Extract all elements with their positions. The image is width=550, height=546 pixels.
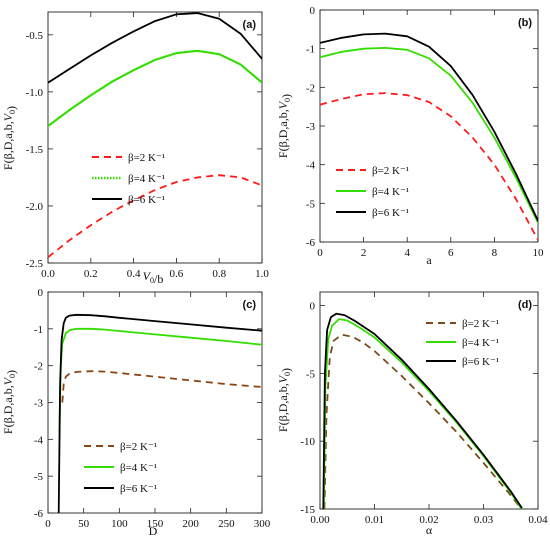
- x-axis-label: a: [426, 253, 432, 267]
- y-tick-label: -5: [306, 368, 316, 380]
- x-tick-label: 0.00: [310, 514, 330, 526]
- y-tick-label: -6: [306, 237, 316, 249]
- series-line-2: [58, 327, 262, 433]
- y-tick-label: -1: [34, 324, 43, 336]
- x-tick-label: 200: [182, 518, 199, 530]
- x-tick-label: 0.03: [474, 514, 494, 526]
- y-tick-label: -1: [306, 44, 315, 56]
- x-tick-label: 0.02: [419, 514, 438, 526]
- chart-panel-4: 0.00 0.01 0.02 0.03 0.04 0 -5 -10 -15 (d) α F(β,D,a…: [276, 291, 548, 537]
- chart-panel-2: 0 2 4 6 8 10 0 -1 -2 -3 -4 -5 -6 (b) a F(β,D,a,b,V0) β=2…: [276, 5, 544, 267]
- legend: β=2 K⁻¹ β=4 K⁻¹ β=6 K⁻¹: [336, 165, 409, 219]
- x-tick-label: 6: [448, 247, 454, 259]
- x-tick-label: 0.4: [127, 268, 141, 280]
- plot-frame: [319, 9, 539, 243]
- legend: β=2 K⁻¹ β=4 K⁻¹ β=6 K⁻¹: [426, 318, 499, 368]
- x-tick-label: 0.01: [365, 514, 384, 526]
- series-line-1: [61, 370, 262, 403]
- y-tick-label: -15: [300, 504, 315, 516]
- y-tick-label: -2.5: [26, 258, 44, 270]
- x-axis-label: α: [426, 523, 433, 537]
- legend-entry: β=6 K⁻¹: [128, 194, 165, 206]
- panel-label: (b): [518, 17, 532, 29]
- x-tick-label: 0.04: [528, 514, 548, 526]
- series-line-1: [320, 92, 538, 241]
- y-axis-label: F(β,D,a,b,V0): [1, 370, 18, 434]
- legend-entry: β=2 K⁻¹: [462, 318, 499, 330]
- legend-entry: β=4 K⁻¹: [120, 462, 157, 474]
- y-tick-label: -2.0: [26, 201, 44, 213]
- x-tick-label: 10: [533, 247, 545, 259]
- legend-entry: β=6 K⁻¹: [462, 356, 499, 368]
- panel-label: (a): [243, 19, 257, 31]
- y-tick-label: -3: [34, 398, 44, 410]
- x-tick-label: 0.8: [212, 268, 226, 280]
- y-tick-label: -0.5: [26, 30, 44, 42]
- y-tick-label: -2: [34, 361, 43, 373]
- y-axis-label: F(β,D,a,b,V0): [276, 368, 293, 432]
- x-tick-label: 0: [317, 247, 323, 259]
- y-tick-label: 0: [310, 5, 316, 17]
- series-line-3: [322, 312, 523, 509]
- series-line-1: [48, 174, 262, 259]
- legend-entry: β=2 K⁻¹: [372, 165, 409, 177]
- legend: β=2 K⁻¹ β=4 K⁻¹ β=6 K⁻¹: [84, 441, 157, 495]
- plot-frame: [47, 11, 263, 264]
- y-axis-label: F(β,D,a,b,V0): [276, 94, 293, 158]
- y-tick-label: -5: [306, 198, 316, 210]
- y-tick-label: -2: [306, 82, 315, 94]
- legend: β=2 K⁻¹ β=4 K⁻¹ β=6 K⁻¹: [92, 152, 165, 206]
- legend-entry: β=2 K⁻¹: [128, 152, 165, 164]
- chart-panel-3: 0 50 100 150 200 250 300 0 -1 -2 -3 -4 -5 -6 (c) D F(β,D…: [1, 287, 271, 538]
- legend-entry: β=4 K⁻¹: [372, 186, 409, 198]
- chart-panel-1: 0.0 0.2 0.4 0.6 0.8 1.0 -0.5 -1.0 -1.5 -2.0 -2.5 (a…: [1, 11, 269, 286]
- plot-frame: [47, 291, 263, 514]
- legend-entry: β=4 K⁻¹: [462, 337, 499, 349]
- series-line-2: [320, 47, 538, 224]
- y-tick-label: -5: [34, 471, 44, 483]
- x-tick-label: 150: [147, 518, 164, 530]
- x-tick-label: 0.0: [41, 268, 55, 280]
- x-tick-label: 250: [218, 518, 235, 530]
- legend-entry: β=4 K⁻¹: [128, 173, 165, 185]
- x-tick-label: 4: [404, 247, 410, 259]
- x-tick-label: 0.2: [84, 268, 98, 280]
- x-tick-label: 100: [111, 518, 128, 530]
- x-tick-label: 8: [492, 247, 498, 259]
- y-tick-label: -4: [34, 434, 44, 446]
- x-axis-label: D: [149, 524, 158, 538]
- legend-entry: β=2 K⁻¹: [120, 441, 157, 453]
- panel-label: (c): [243, 299, 257, 311]
- x-axis-label: V0/b: [143, 269, 164, 286]
- series-line-3: [57, 313, 262, 513]
- x-tick-label: 300: [254, 518, 271, 530]
- y-tick-label: 0: [38, 287, 44, 299]
- y-tick-label: 0: [310, 301, 316, 313]
- y-tick-label: -4: [306, 160, 316, 172]
- legend-entry: β=6 K⁻¹: [372, 207, 409, 219]
- x-tick-label: 50: [78, 518, 90, 530]
- x-tick-label: 0: [45, 518, 51, 530]
- legend-entry: β=6 K⁻¹: [120, 483, 157, 495]
- y-tick-label: -6: [34, 508, 44, 520]
- series-line-1: [323, 333, 523, 509]
- panel-label: (d): [518, 299, 532, 311]
- series-line-2: [48, 49, 262, 128]
- x-tick-label: 1.0: [255, 268, 269, 280]
- y-axis-label: F(β,D,a,b,V0): [1, 106, 18, 170]
- y-tick-label: -3: [306, 121, 316, 133]
- y-tick-label: -1.5: [26, 144, 44, 156]
- x-tick-label: 0.6: [170, 268, 184, 280]
- series-line-3: [48, 12, 262, 84]
- series-line-3: [320, 32, 538, 222]
- x-tick-label: 2: [361, 247, 367, 259]
- y-tick-label: -1.0: [26, 87, 44, 99]
- y-tick-label: -10: [300, 436, 315, 448]
